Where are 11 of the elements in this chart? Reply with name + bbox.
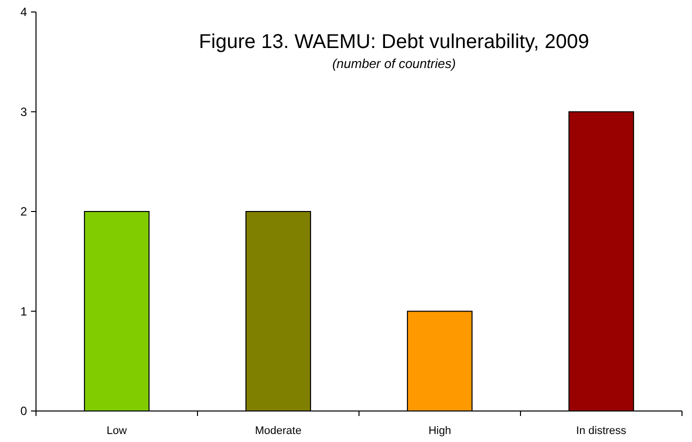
y-tick-label: 0 xyxy=(20,404,28,418)
x-tick-label: Low xyxy=(106,425,127,437)
x-tick-label: High xyxy=(428,425,452,437)
y-tick-label: 2 xyxy=(20,204,28,219)
y-tick-label: 3 xyxy=(20,104,28,119)
x-tick-label: In distress xyxy=(576,425,627,437)
x-tick-label: Moderate xyxy=(255,425,302,437)
y-tick-label: 1 xyxy=(20,304,28,318)
y-tick-label: 4 xyxy=(20,5,28,20)
text: Figure 13. WAEMU: Debt vulnerability, 2009 xyxy=(198,31,590,53)
text: (number of countries) xyxy=(332,56,456,71)
